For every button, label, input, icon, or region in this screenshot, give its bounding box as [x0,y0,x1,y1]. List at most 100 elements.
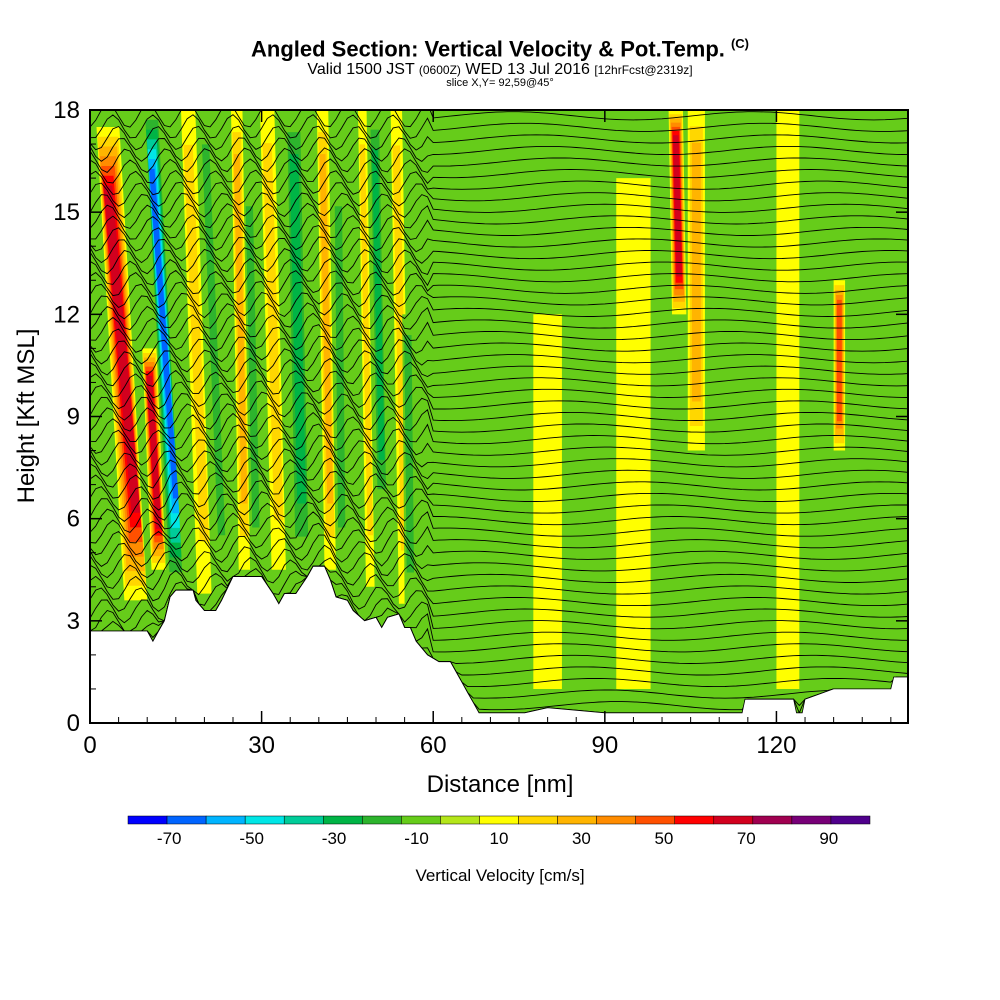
theta-contour [90,357,908,388]
velocity-band [262,143,284,521]
colorbar-tick-label: -50 [239,829,264,848]
colorbar-tick-label: 50 [654,829,673,848]
theta-contour [90,236,908,264]
theta-contour [90,445,908,480]
velocity-band [776,110,800,689]
colorbar-swatch [127,815,168,825]
theta-contour [90,125,908,151]
velocity-band [359,144,374,536]
colorbar-swatch [518,815,558,825]
velocity-feature [357,110,375,587]
theta-contour [90,181,908,207]
velocity-feature [144,110,183,587]
velocity-band [289,154,307,504]
theta-contour [90,565,908,607]
y-tick-label: 18 [53,97,80,124]
colorbar-swatch [362,815,402,825]
theta-contour [90,335,908,366]
theta-contour [90,565,908,618]
theta-contour [90,402,908,433]
colorbar-swatch [166,815,207,825]
colorbar-swatch [752,815,793,825]
velocity-band [836,299,842,422]
valid-prefix: Valid 1500 JST [307,61,415,78]
x-tick-label: 30 [248,732,275,759]
theta-contour [90,158,908,185]
theta-contour [90,522,908,560]
colorbar-tick-label: 10 [490,829,509,848]
colorbar-tick-label: 30 [572,829,591,848]
theta-contour [90,346,908,377]
colorbar-swatch [557,815,597,825]
theta-contour [90,202,908,229]
x-tick-label: 90 [591,732,618,759]
colorbar-swatch [401,815,441,825]
velocity-band [616,178,651,689]
colorbar-swatch [283,815,324,825]
velocity-feature [96,127,148,601]
y-tick-label: 9 [67,404,80,431]
velocity-feature [231,110,251,570]
theta-contour [90,269,908,297]
velocity-band [319,154,334,504]
chart-subtitle: Valid 1500 JST (0600Z) WED 13 Jul 2016 [… [0,61,1000,79]
theta-contour [90,380,908,410]
theta-contour [90,435,908,468]
velocity-band [371,149,385,460]
colorbar-swatch [205,815,246,825]
theta-contour [90,110,908,128]
colorbar-swatch [713,815,754,825]
theta-contour [90,556,908,595]
velocity-feature [776,110,800,689]
colorbar-tick-label: -10 [404,829,429,848]
colorbar-tick-label: 90 [819,829,838,848]
colorbar-swatch [635,815,675,825]
y-tick-label: 12 [53,301,80,328]
velocity-band [146,375,162,529]
velocity-feature [369,110,388,519]
theta-contour [90,169,908,196]
x-tick-label: 0 [83,732,96,759]
theta-contour [90,213,908,240]
y-tick-label: 6 [67,506,80,533]
colorbar-swatch [596,815,636,825]
theta-contour [90,491,908,526]
plot-area [90,110,908,723]
chart-title-text: Angled Section: Vertical Velocity & Pot.… [251,36,725,62]
y-axis-label: Height [Kft MSL] [13,329,40,504]
colorbar-swatch [479,815,519,825]
theta-contour [90,511,908,549]
theta-contour [90,480,908,514]
colorbar: -70 -50 -30 -10 10 30 50 70 90 [127,815,871,848]
velocity-feature [687,110,705,451]
theta-contour [90,457,908,491]
x-axis-label: Distance [nm] [427,771,574,798]
axes: 0 30 60 90 120 0 3 6 9 12 15 18 [53,97,908,759]
theta-contour [90,368,908,399]
theta-contour [90,192,908,219]
colorbar-swatch [791,815,832,825]
chart-title: Angled Section: Vertical Velocity & Pot.… [0,36,1000,62]
y-tick-label: 15 [53,199,80,226]
y-tick-label: 3 [67,608,80,635]
velocity-band [245,206,260,528]
chart-title-unit: (C) [730,36,749,51]
theta-contour [90,544,908,583]
colorbar-label: Vertical Velocity [cm/s] [415,866,584,885]
theta-contour [90,412,908,445]
theta-contour [90,258,908,287]
theta-contour [90,534,908,572]
colorbar-tick-label: -30 [322,829,347,848]
velocity-band [691,142,701,402]
y-tick-label: 0 [67,710,80,737]
x-tick-label: 60 [420,732,447,759]
theta-contour [90,246,908,275]
theta-contour [90,423,908,456]
velocity-feature [616,178,651,689]
velocity-band [233,154,248,504]
slice-label: slice X,Y= 92,59@45° [446,77,554,89]
velocity-feature [260,110,286,570]
velocity-band [201,144,226,536]
colorbar-swatch [244,815,285,825]
